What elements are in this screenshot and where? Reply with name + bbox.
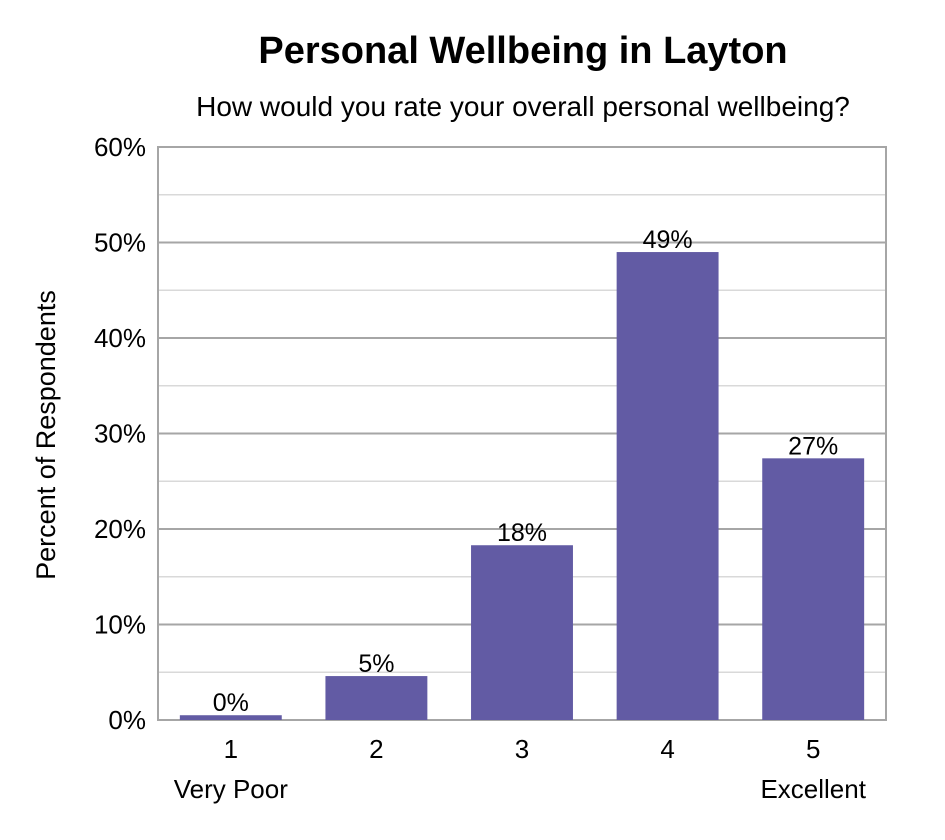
x-tick-label: 1: [224, 734, 238, 764]
bar-2: [325, 676, 428, 720]
x-tick-label: 3: [515, 734, 529, 764]
data-label-1: 0%: [213, 689, 249, 717]
chart-title: Personal Wellbeing in Layton: [258, 30, 787, 72]
data-label-5: 27%: [788, 432, 838, 460]
bar-4: [616, 252, 719, 721]
bar-3: [471, 545, 573, 720]
x-tick-sublabel: Very Poor: [174, 774, 289, 804]
bar-1: [179, 715, 282, 720]
data-label-3: 18%: [497, 519, 547, 547]
grid-lines: [157, 146, 887, 721]
y-axis-ticks: 0% 10% 20% 30% 40% 50% 60%: [94, 132, 146, 735]
y-axis-title: Percent of Respondents: [31, 290, 61, 580]
x-axis-ticks: 1 Very Poor 2 3 4 5 Excellent: [174, 734, 867, 804]
y-tick-label: 10%: [94, 610, 146, 640]
y-tick-label: 60%: [94, 132, 146, 162]
y-tick-label: 0%: [108, 705, 146, 735]
x-tick-sublabel: Excellent: [760, 774, 866, 804]
data-label-4: 49%: [643, 226, 693, 254]
data-label-2: 5%: [358, 650, 394, 678]
x-tick-label: 4: [660, 734, 674, 764]
y-tick-label: 30%: [94, 419, 146, 449]
y-tick-label: 20%: [94, 514, 146, 544]
y-tick-label: 50%: [94, 228, 146, 258]
data-labels: 0% 5% 18% 49% 27%: [213, 226, 838, 717]
bars: [179, 252, 865, 721]
bar-5: [762, 458, 865, 720]
x-tick-label: 5: [806, 734, 820, 764]
x-tick-label: 2: [369, 734, 383, 764]
chart-subtitle: How would you rate your overall personal…: [196, 91, 850, 122]
y-tick-label: 40%: [94, 323, 146, 353]
